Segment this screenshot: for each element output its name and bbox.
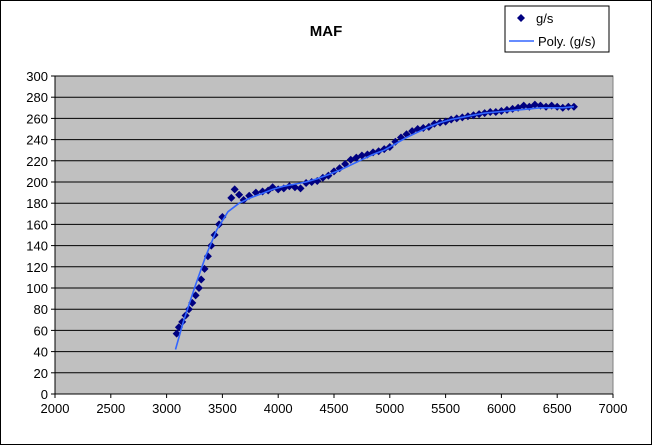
data-point [203,252,212,261]
data-point [194,284,203,292]
x-tick-label: 6000 [487,401,516,416]
x-tick-label: 3500 [208,401,237,416]
data-point [296,184,305,193]
y-tick-label: 100 [26,281,48,296]
y-tick-label: 0 [41,387,48,402]
y-tick-label: 180 [26,196,48,211]
y-axis-ticks: 0 20 40 60 80 100 120 140 160 180 200 220 240 260 280 3… [26,69,55,402]
data-point [235,190,244,199]
x-tick-label: 7000 [599,401,628,416]
y-tick-label: 20 [34,366,48,381]
y-tick-label: 160 [26,217,48,232]
x-tick-label: 6500 [543,401,572,416]
data-point [553,102,562,111]
x-tick-label: 3000 [152,401,181,416]
chart-title: MAF [310,23,343,40]
legend-label-series-1: g/s [536,11,554,26]
x-tick-label: 5500 [431,401,460,416]
y-tick-label: 240 [26,133,48,148]
y-tick-label: 200 [26,175,48,190]
trendline [174,105,574,350]
y-tick-label: 120 [26,260,48,275]
y-tick-label: 80 [34,302,48,317]
plot-area [54,75,614,395]
x-tick-label: 4500 [320,401,349,416]
data-point [542,102,551,111]
data-point [519,101,528,110]
legend: g/s Poly. (g/s) [504,5,610,53]
data-point [290,183,299,192]
x-tick-label: 2500 [96,401,125,416]
data-point [569,102,578,111]
legend-marker-diamond [517,14,525,22]
data-point [197,275,206,284]
series-layer [172,100,578,350]
data-point [227,193,236,202]
data-point [391,137,400,146]
y-tick-label: 60 [34,323,48,338]
data-point [530,100,539,109]
x-tick-label: 4000 [264,401,293,416]
data-point [191,291,200,300]
legend-label-series-2: Poly. (g/s) [538,34,596,49]
x-tick-label: 2000 [41,401,70,416]
x-tick-label: 5000 [375,401,404,416]
y-tick-label: 220 [26,154,48,169]
y-tick-label: 280 [26,90,48,105]
legend-box [504,5,610,53]
x-axis-ticks: 2000 2500 3000 3500 4000 4500 5000 5500 6000 6500… [41,394,628,416]
data-point [230,185,239,194]
y-tick-label: 260 [26,111,48,126]
y-tick-label: 40 [34,345,48,360]
y-tick-label: 300 [26,69,48,84]
y-tick-label: 140 [26,239,48,254]
data-point [357,151,366,160]
